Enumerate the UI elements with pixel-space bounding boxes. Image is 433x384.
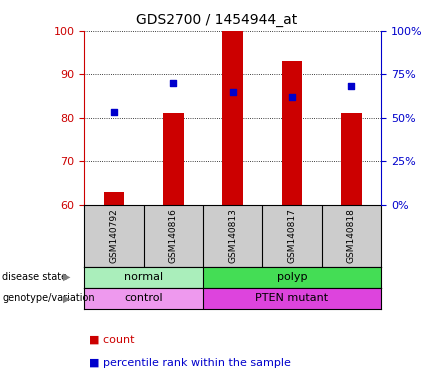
Text: disease state: disease state <box>2 272 67 282</box>
Point <box>111 109 118 116</box>
Text: ■ percentile rank within the sample: ■ percentile rank within the sample <box>89 358 291 368</box>
Point <box>170 80 177 86</box>
Bar <box>163 113 184 205</box>
Text: PTEN mutant: PTEN mutant <box>255 293 329 303</box>
Bar <box>84 266 203 288</box>
Text: GSM140816: GSM140816 <box>169 208 178 263</box>
Text: GSM140813: GSM140813 <box>228 208 237 263</box>
Bar <box>104 192 124 205</box>
Point <box>229 89 236 95</box>
Bar <box>223 31 243 205</box>
Text: GDS2700 / 1454944_at: GDS2700 / 1454944_at <box>136 13 297 27</box>
Text: ■ count: ■ count <box>89 335 134 345</box>
Bar <box>282 61 302 205</box>
Text: polyp: polyp <box>277 272 307 282</box>
Text: GSM140817: GSM140817 <box>288 208 297 263</box>
Text: ▶: ▶ <box>63 272 71 282</box>
Bar <box>84 288 203 309</box>
Point <box>289 94 296 100</box>
Point <box>348 83 355 89</box>
Text: GSM140818: GSM140818 <box>347 208 356 263</box>
Text: control: control <box>124 293 163 303</box>
Text: ▶: ▶ <box>63 293 71 303</box>
Bar <box>203 266 381 288</box>
Text: GSM140792: GSM140792 <box>110 208 119 263</box>
Text: normal: normal <box>124 272 163 282</box>
Text: genotype/variation: genotype/variation <box>2 293 95 303</box>
Bar <box>203 288 381 309</box>
Bar <box>341 113 362 205</box>
